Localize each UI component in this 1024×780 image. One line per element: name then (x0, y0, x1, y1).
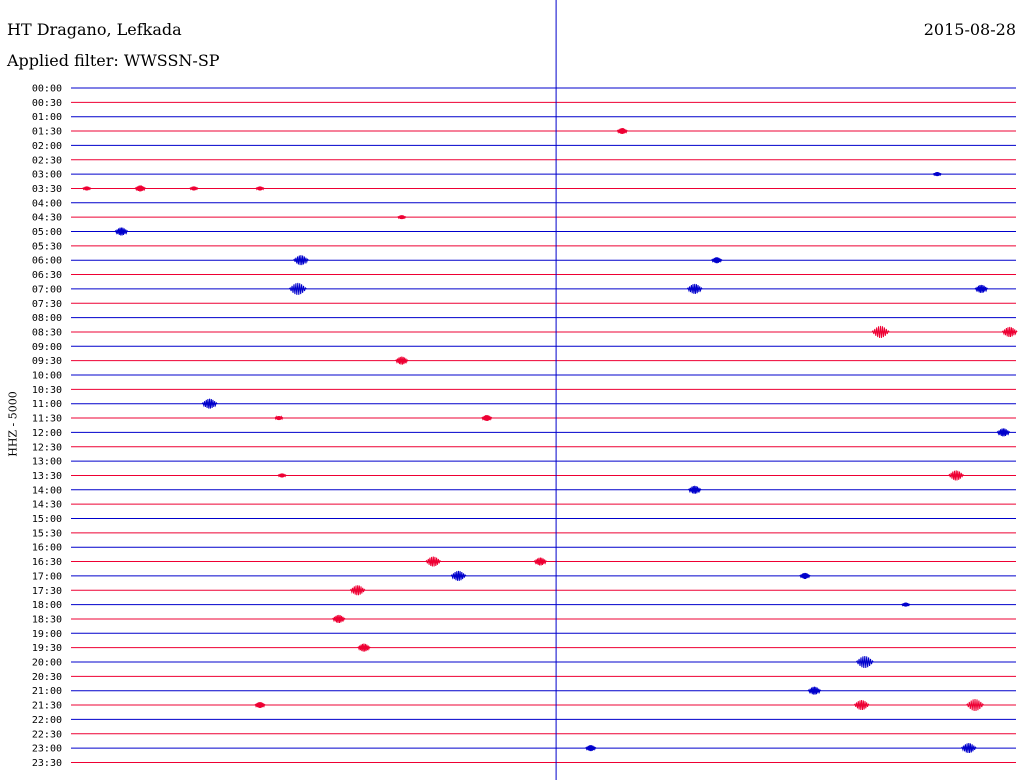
filter-label: Applied filter: WWSSN-SP (7, 51, 220, 70)
tick-label-0730: 07:30 (32, 299, 62, 310)
tick-label-1700: 17:00 (32, 571, 62, 582)
event-burst-1400-0 (687, 485, 702, 494)
tick-label-0630: 06:30 (32, 270, 62, 281)
tick-label-1000: 10:00 (32, 371, 62, 382)
event-burst-1830-0 (332, 614, 346, 623)
event-burst-2130-2 (966, 698, 984, 712)
event-burst-0430-0 (397, 215, 407, 220)
tick-label-1530: 15:30 (32, 528, 62, 539)
event-burst-1330-0 (277, 473, 287, 478)
event-burst-2000-0 (855, 655, 874, 668)
tick-label-1900: 19:00 (32, 629, 62, 640)
tick-label-2000: 20:00 (32, 658, 62, 669)
tick-label-0200: 02:00 (32, 141, 62, 152)
event-burst-0930-0 (395, 356, 409, 365)
tick-label-0400: 04:00 (32, 198, 62, 209)
event-burst-1930-0 (357, 643, 371, 652)
event-burst-2100-0 (807, 686, 822, 695)
event-burst-0700-2 (974, 284, 989, 293)
event-burst-0330-2 (189, 186, 199, 191)
event-burst-0330-1 (134, 185, 146, 192)
event-burst-0500-0 (114, 227, 129, 236)
tick-label-1200: 12:00 (32, 428, 62, 439)
row-tick-labels: 00:00 00:30 01:00 01:30 02:00 02:30 03:00 03:30… (32, 84, 62, 769)
tick-label-0000: 00:00 (32, 84, 62, 95)
tick-label-2230: 22:30 (32, 729, 62, 740)
tick-label-0500: 05:00 (32, 227, 62, 238)
tick-label-2300: 23:00 (32, 744, 62, 755)
tick-label-0900: 09:00 (32, 342, 62, 353)
tick-label-2030: 20:30 (32, 672, 62, 683)
tick-label-1300: 13:00 (32, 457, 62, 468)
tick-label-0830: 08:30 (32, 327, 62, 338)
event-burst-1130-0 (274, 415, 284, 421)
tick-label-0430: 04:30 (32, 213, 62, 224)
tick-label-0700: 07:00 (32, 284, 62, 295)
tick-label-1230: 12:30 (32, 442, 62, 453)
station-title: HT Dragano, Lefkada (7, 20, 182, 39)
tick-label-0230: 02:30 (32, 155, 62, 166)
event-burst-1330-1 (948, 470, 965, 481)
tick-label-2330: 23:30 (32, 758, 62, 769)
tick-label-0530: 05:30 (32, 241, 62, 252)
tick-label-1030: 10:30 (32, 385, 62, 396)
event-burst-1100-0 (201, 398, 218, 409)
event-burst-1700-0 (450, 570, 467, 581)
event-burst-1130-1 (481, 415, 493, 422)
tick-label-0100: 01:00 (32, 112, 62, 123)
tick-label-1800: 18:00 (32, 600, 62, 611)
tick-label-1130: 11:30 (32, 414, 62, 425)
event-burst-2130-1 (853, 699, 870, 711)
trace-group (71, 87, 1016, 763)
event-burst-0330-3 (255, 186, 265, 191)
event-burst-1800-0 (901, 602, 911, 607)
event-burst-2300-0 (585, 745, 597, 752)
tick-label-1600: 16:00 (32, 543, 62, 554)
tick-label-1930: 19:30 (32, 643, 62, 654)
tick-label-1500: 15:00 (32, 514, 62, 525)
tick-label-1330: 13:30 (32, 471, 62, 482)
event-burst-0300-0 (932, 172, 942, 177)
tick-label-0330: 03:30 (32, 184, 62, 195)
tick-label-1100: 11:00 (32, 399, 62, 410)
event-burst-0700-0 (288, 282, 307, 295)
tick-label-0930: 09:30 (32, 356, 62, 367)
event-burst-1200-0 (996, 428, 1011, 437)
event-burst-0130-0 (616, 128, 628, 135)
event-burst-0830-0 (871, 325, 890, 338)
date-label: 2015-08-28 (923, 20, 1016, 39)
tick-label-1400: 14:00 (32, 485, 62, 496)
tick-label-1830: 18:30 (32, 614, 62, 625)
tick-label-0300: 03:00 (32, 170, 62, 181)
event-group (82, 128, 1018, 754)
event-burst-1700-1 (799, 572, 811, 579)
tick-label-0600: 06:00 (32, 256, 62, 267)
event-burst-1730-0 (349, 585, 366, 596)
tick-label-0800: 08:00 (32, 313, 62, 324)
event-burst-0600-0 (293, 255, 309, 266)
event-burst-0830-1 (1001, 326, 1018, 337)
tick-label-2200: 22:00 (32, 715, 62, 726)
tick-label-2100: 21:00 (32, 686, 62, 697)
event-burst-2130-0 (254, 701, 266, 709)
tick-label-0030: 00:30 (32, 98, 62, 109)
event-burst-1630-0 (425, 556, 442, 567)
event-burst-2300-1 (960, 743, 977, 754)
tick-label-0130: 01:30 (32, 127, 62, 138)
event-burst-0600-1 (711, 257, 723, 264)
event-burst-0330-0 (82, 186, 92, 191)
tick-label-2130: 21:30 (32, 701, 62, 712)
event-burst-0700-1 (686, 283, 703, 294)
tick-label-1430: 14:30 (32, 500, 62, 511)
event-burst-1630-1 (533, 557, 548, 566)
tick-label-1630: 16:30 (32, 557, 62, 568)
tick-label-1730: 17:30 (32, 586, 62, 597)
